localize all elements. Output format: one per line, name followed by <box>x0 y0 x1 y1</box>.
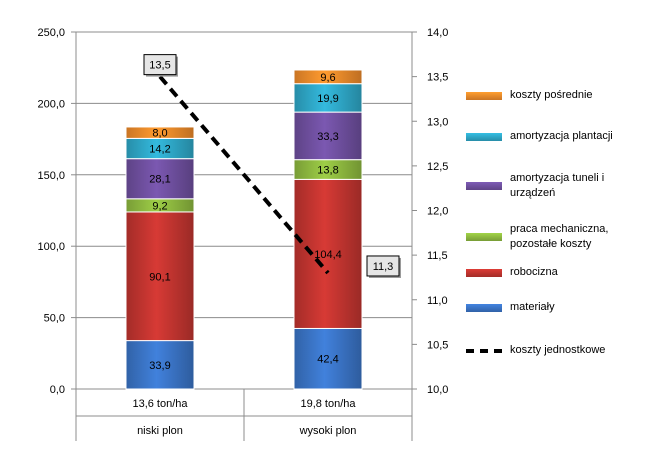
legend-item: materiały <box>466 300 644 315</box>
bar-segment <box>293 111 363 161</box>
y2-tick-label: 14,0 <box>427 27 448 39</box>
legend-label: praca mechaniczna, pozostałe koszty <box>510 223 609 250</box>
line-label-box <box>143 54 177 76</box>
x-group-label: wysoki plon <box>299 425 357 437</box>
legend-label: amortyzacja plantacji <box>510 130 613 142</box>
data-label: 9,2 <box>152 200 167 212</box>
legend-item: koszty pośrednie <box>466 88 644 103</box>
x-group-label: niski plon <box>137 425 183 437</box>
y2-tick-label: 13,5 <box>427 72 448 84</box>
y-tick-label: 50,0 <box>44 313 65 325</box>
bar-segment <box>125 340 195 390</box>
bar-segment <box>125 126 195 139</box>
legend-item: amortyzacja tuneli i urządzeń <box>466 171 644 201</box>
data-label: 42,4 <box>317 354 338 366</box>
y-tick-label: 250,0 <box>37 27 65 39</box>
line-data-label: 11,3 <box>373 261 394 273</box>
legend-swatch <box>466 132 502 141</box>
data-label: 13,8 <box>317 165 338 177</box>
data-label: 9,6 <box>320 72 335 84</box>
legend-swatch <box>466 91 502 100</box>
legend-swatch <box>466 303 502 312</box>
y-tick-label: 200,0 <box>37 98 65 110</box>
legend-item: praca mechaniczna, pozostałe koszty <box>466 222 644 252</box>
y-tick-label: 0,0 <box>50 384 65 396</box>
bar-segment <box>293 83 363 113</box>
legend-swatch <box>466 182 502 190</box>
data-label: 19,9 <box>317 93 338 105</box>
y-tick-label: 150,0 <box>37 170 65 182</box>
y2-tick-label: 11,0 <box>427 295 448 307</box>
legend-label: koszty jednostkowe <box>510 344 606 356</box>
legend-item: koszty jednostkowe <box>466 343 644 358</box>
x-tick-label: 19,8 ton/ha <box>300 398 356 410</box>
data-label: 90,1 <box>149 271 170 283</box>
bar-segment <box>125 211 195 342</box>
y2-tick-label: 12,5 <box>427 161 448 173</box>
legend-label: robocizna <box>510 266 558 278</box>
x-tick-label: 13,6 ton/ha <box>132 398 188 410</box>
y2-tick-label: 12,0 <box>427 206 448 218</box>
y2-tick-label: 10,5 <box>427 339 448 351</box>
bar-segment <box>293 327 363 390</box>
y2-tick-label: 13,0 <box>427 116 448 128</box>
bar-segment <box>125 158 195 200</box>
legend-item: amortyzacja plantacji <box>466 129 644 144</box>
y-tick-label: 100,0 <box>37 241 65 253</box>
data-label: 33,3 <box>317 131 338 143</box>
line-series-koszty-jednostkowe <box>158 75 330 275</box>
legend-item: robocizna <box>466 265 644 280</box>
data-label: 33,9 <box>149 360 170 372</box>
y2-tick-label: 11,5 <box>427 250 448 262</box>
legend-swatch <box>466 233 502 241</box>
legend-label: koszty pośrednie <box>510 89 593 101</box>
data-label: 104,4 <box>314 249 342 261</box>
legend-label: amortyzacja tuneli i urządzeń <box>510 172 605 199</box>
line-data-label: 13,5 <box>149 60 170 72</box>
legend-swatch <box>466 268 502 277</box>
bar-segment <box>293 69 363 85</box>
legend-line-swatch <box>466 348 502 353</box>
data-label: 28,1 <box>149 174 170 186</box>
data-label: 14,2 <box>149 144 170 156</box>
y2-tick-label: 10,0 <box>427 384 448 396</box>
data-label: 8,0 <box>152 128 167 140</box>
legend-label: materiały <box>510 301 555 313</box>
line-label-box <box>366 255 400 277</box>
